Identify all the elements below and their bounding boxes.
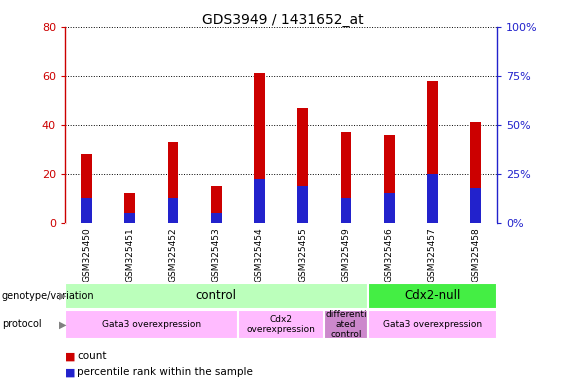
Bar	[254, 73, 265, 223]
Bar	[470, 122, 481, 223]
Bar	[65, 283, 368, 309]
Text: GSM325450: GSM325450	[82, 227, 91, 282]
Text: ▶: ▶	[59, 319, 67, 329]
Text: percentile rank within the sample: percentile rank within the sample	[77, 367, 253, 377]
Text: GSM325453: GSM325453	[212, 227, 221, 282]
Bar	[168, 198, 179, 223]
Text: GSM325457: GSM325457	[428, 227, 437, 282]
Text: genotype/variation: genotype/variation	[2, 291, 94, 301]
Bar	[211, 213, 221, 223]
Text: Gata3 overexpression: Gata3 overexpression	[102, 320, 201, 329]
Bar	[65, 310, 238, 339]
Bar	[427, 174, 438, 223]
Text: Cdx2-null: Cdx2-null	[404, 289, 460, 302]
Bar	[238, 310, 324, 339]
Bar	[124, 213, 135, 223]
Text: ▶: ▶	[59, 291, 67, 301]
Bar	[384, 135, 394, 223]
Bar	[81, 198, 92, 223]
Bar	[427, 81, 438, 223]
Bar	[341, 132, 351, 223]
Text: differenti
ated
control: differenti ated control	[325, 310, 367, 339]
Text: control: control	[195, 289, 237, 302]
Bar	[297, 108, 308, 223]
Text: ■: ■	[65, 367, 76, 377]
Bar	[297, 186, 308, 223]
Text: protocol: protocol	[2, 319, 41, 329]
Text: GSM325452: GSM325452	[168, 227, 177, 282]
Bar	[324, 310, 368, 339]
Bar	[367, 310, 497, 339]
Bar	[81, 154, 92, 223]
Text: GDS3949 / 1431652_at: GDS3949 / 1431652_at	[202, 13, 363, 27]
Text: Cdx2
overexpression: Cdx2 overexpression	[247, 315, 315, 334]
Text: GSM325456: GSM325456	[385, 227, 394, 282]
Text: GSM325458: GSM325458	[471, 227, 480, 282]
Text: ■: ■	[65, 351, 76, 361]
Bar	[367, 283, 497, 309]
Bar	[211, 186, 221, 223]
Bar	[341, 198, 351, 223]
Text: GSM325459: GSM325459	[341, 227, 350, 282]
Text: GSM325455: GSM325455	[298, 227, 307, 282]
Bar	[470, 189, 481, 223]
Text: count: count	[77, 351, 107, 361]
Bar	[254, 179, 265, 223]
Bar	[384, 194, 394, 223]
Text: GSM325451: GSM325451	[125, 227, 134, 282]
Text: Gata3 overexpression: Gata3 overexpression	[383, 320, 482, 329]
Bar	[168, 142, 179, 223]
Bar	[124, 194, 135, 223]
Text: GSM325454: GSM325454	[255, 227, 264, 282]
